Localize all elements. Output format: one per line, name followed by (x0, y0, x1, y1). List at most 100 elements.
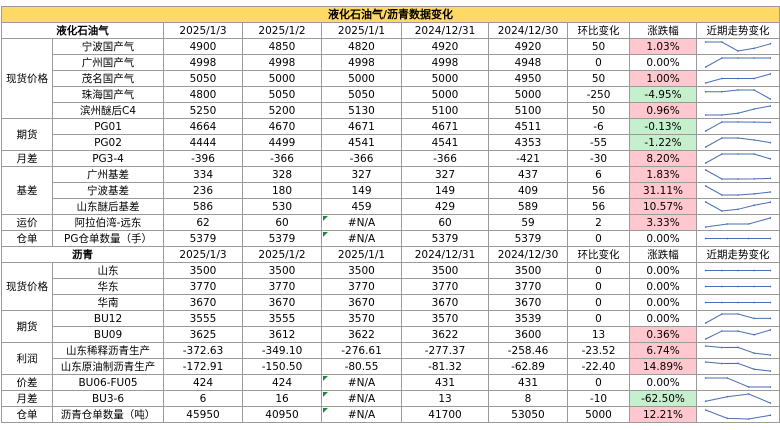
value-cell: 5000 (488, 86, 568, 103)
value-cell: #N/A (321, 214, 402, 231)
sparkline-point (737, 208, 739, 211)
sparkline-point (753, 368, 756, 371)
column-header: 近期走势变化 (696, 22, 780, 39)
value-cell: 424 (242, 374, 322, 391)
trend-sparkline (704, 73, 772, 84)
row-item-label: BU06-FU05 (52, 374, 164, 391)
row-item-label: BU12 (52, 310, 164, 327)
sparkline-point (769, 317, 772, 320)
change-cell: 0 (567, 294, 630, 311)
sparkline-line (705, 121, 771, 132)
value-cell: 4511 (488, 118, 568, 135)
sparkline-point (747, 386, 750, 388)
value-cell: 6 (163, 390, 243, 407)
value-cell: 3612 (242, 326, 322, 343)
table-row: 广州国产气 4998 4998 4998 4998 4948 0 0.00% (2, 54, 780, 71)
value-cell: -421 (488, 150, 568, 167)
row-item-label: PG01 (52, 118, 164, 135)
sparkline-point (720, 153, 723, 155)
sparkline-point (769, 98, 772, 100)
row-category: 月差 (1, 150, 53, 167)
value-cell: #N/A (321, 390, 402, 407)
value-cell: 3555 (163, 310, 243, 327)
table-row: 期货 BU12 3555 3555 3570 3570 3539 0 0.00% (1, 310, 780, 343)
pct-change-cell: -62.50% (629, 390, 697, 407)
sparkline-line (705, 57, 771, 68)
sparkline-point (753, 193, 756, 195)
pct-change-cell: 31.11% (629, 182, 697, 199)
pct-change-cell: 10.57% (629, 198, 697, 215)
sparkline-point (704, 130, 707, 132)
pct-change-cell: -4.95% (629, 86, 697, 103)
value-cell: -276.61 (321, 342, 402, 359)
sparkline-point (769, 141, 772, 144)
value-cell: 5200 (242, 102, 322, 119)
trend-cell (696, 326, 780, 343)
sparkline-point (769, 42, 772, 45)
pct-change-cell: 1.03% (629, 38, 697, 55)
value-cell: -366 (242, 150, 322, 167)
sparkline-point (769, 386, 772, 388)
table-row: 华南 3670 3670 3670 3670 3670 0 0.00% (2, 294, 780, 311)
trend-cell (696, 342, 780, 359)
value-cell: 589 (488, 198, 568, 215)
value-cell: 3622 (401, 326, 489, 343)
pct-change-cell: 0.00% (629, 278, 697, 295)
column-header: 2024/12/31 (401, 22, 489, 39)
change-cell: 5000 (567, 406, 630, 423)
trend-cell (696, 102, 780, 119)
sparkline-line (705, 393, 771, 404)
value-cell: 3670 (321, 294, 402, 311)
value-cell: 3770 (242, 278, 322, 295)
table-row: 现货价格 宁波国产气 4900 4850 4820 4920 4920 50 1.03% (1, 38, 780, 119)
change-cell: 2 (567, 214, 630, 231)
value-cell: 5000 (401, 70, 489, 87)
value-cell: 437 (488, 166, 568, 183)
table-row: 珠海国产气 4800 5050 5050 5000 5000 -250 -4.95% (2, 86, 780, 103)
trend-cell (696, 182, 780, 199)
value-cell: 40950 (242, 406, 322, 423)
value-cell: -172.91 (163, 358, 243, 375)
column-header: 2024/12/30 (488, 246, 568, 263)
value-cell: 327 (321, 166, 402, 183)
sparkline-point (720, 301, 723, 304)
value-cell: -277.37 (401, 342, 489, 359)
sparkline-point (720, 114, 723, 116)
change-cell: -6 (567, 118, 630, 135)
change-cell: -30 (567, 150, 630, 167)
sparkline-point (753, 47, 756, 50)
sparkline-point (704, 169, 707, 171)
table-row: 滨州醚后C4 5250 5200 5130 5100 5100 50 0.96% (2, 102, 780, 119)
row-item-label: 宁波基差 (52, 182, 164, 199)
value-cell: -150.50 (242, 358, 322, 375)
trend-sparkline (704, 409, 772, 420)
value-cell: -372.63 (163, 342, 243, 359)
row-item-label: 山东原油制沥青生产 (52, 358, 164, 375)
sparkline-point (737, 301, 739, 304)
value-cell: 4950 (488, 70, 568, 87)
table-row: 茂名国产气 5050 5000 5000 5000 4950 50 1.00% (2, 70, 780, 87)
value-cell: -366 (321, 150, 402, 167)
value-cell: 3770 (401, 278, 489, 295)
sparkline-point (737, 77, 739, 80)
sparkline-point (720, 90, 723, 93)
section-name: 液化石油气 (1, 22, 164, 39)
sparkline-point (704, 146, 707, 148)
sparkline-point (737, 137, 739, 139)
table-row: 华东 3770 3770 3770 3770 3770 0 0.00% (2, 278, 780, 295)
table-row: 月差 PG3-4 -396 -366 -366 -366 -421 -30 8.20% (1, 150, 780, 167)
value-cell: 53050 (488, 406, 568, 423)
sparkline-point (769, 301, 772, 304)
sparkline-point (769, 177, 772, 180)
value-cell: 5100 (401, 102, 489, 119)
value-cell: 3670 (242, 294, 322, 311)
sparkline-line (705, 137, 771, 148)
sparkline-point (720, 330, 723, 332)
sparkline-point (753, 89, 756, 91)
trend-sparkline (704, 121, 772, 132)
sparkline-point (737, 57, 739, 59)
row-category: 现货价格 (1, 38, 53, 119)
value-cell: 3539 (488, 310, 568, 327)
sparkline-point (704, 269, 707, 272)
sparkline-point (769, 354, 772, 356)
